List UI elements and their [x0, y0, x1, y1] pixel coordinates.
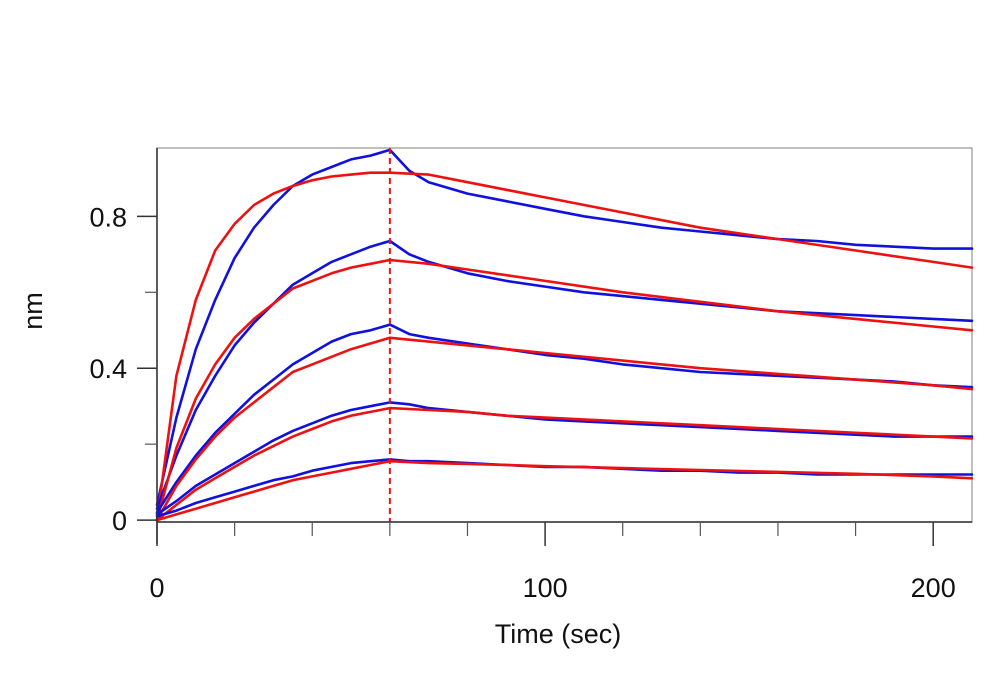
fit-curve-2	[155, 258, 974, 522]
x-axis-title: Time (sec)	[495, 619, 622, 649]
measured-curve-1	[155, 148, 974, 507]
x-tick-label: 200	[911, 573, 956, 603]
y-tick-label: 0.8	[89, 202, 127, 232]
fit-curve-4	[155, 406, 974, 522]
x-tick-label: 100	[523, 573, 568, 603]
y-tick-label: 0	[112, 506, 127, 536]
measured-curve-3	[155, 323, 974, 514]
y-tick-label: 0.4	[89, 354, 127, 384]
fit-curve-3	[155, 336, 974, 522]
x-tick-label: 0	[149, 573, 164, 603]
fit-curve-1	[155, 171, 974, 522]
fit-curve-5	[155, 459, 974, 522]
measured-curve-4	[155, 401, 974, 516]
y-axis-title: nm	[18, 292, 48, 330]
